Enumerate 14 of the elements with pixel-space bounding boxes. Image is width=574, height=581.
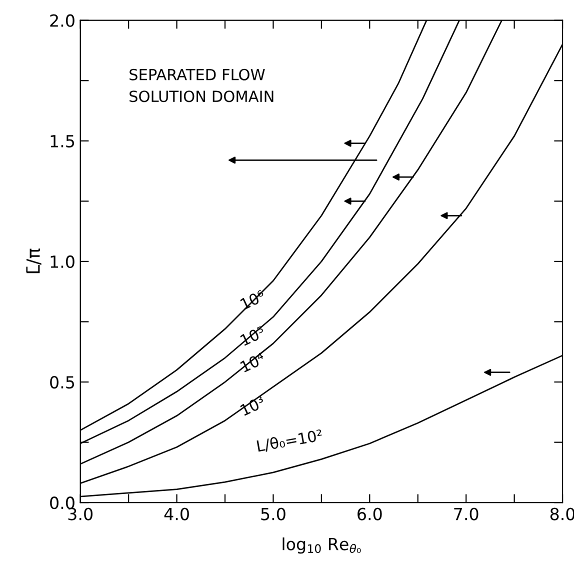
text: L/θ₀=10²: [256, 428, 323, 454]
x-axis-title: log$_{10}$ Re$_{θ₀}$: [282, 537, 361, 554]
y-tick-label: 0.5: [50, 376, 74, 389]
x-tick-label: 5.0: [261, 508, 286, 520]
x-tick-label: 4.0: [164, 508, 189, 520]
x-tick-label: 7.0: [454, 508, 478, 520]
y-tick-label: 1.0: [50, 255, 74, 268]
y-axis-title: L̄/π: [26, 248, 42, 274]
x-tick-label: 3.0: [68, 508, 93, 520]
y-tick-label: 0.0: [50, 496, 74, 510]
y-tick-label: 2.0: [50, 14, 74, 27]
y-tick-label: 1.5: [50, 135, 74, 148]
annotation: SEPARATED FLOW SOLUTION DOMAIN: [130, 68, 274, 102]
x-tick-label: 6.0: [358, 508, 382, 520]
